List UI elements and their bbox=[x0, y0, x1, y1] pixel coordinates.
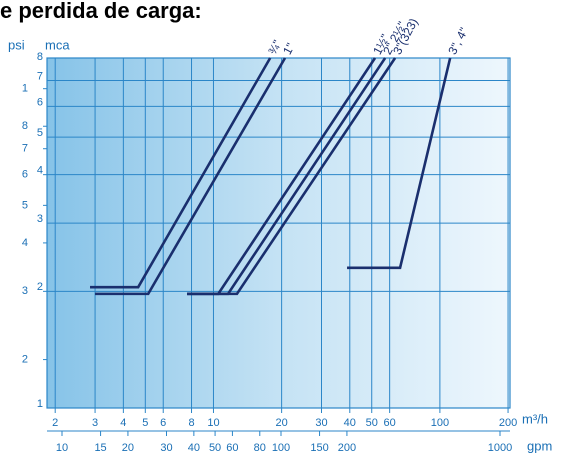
y-tick-label: 2 bbox=[37, 281, 43, 293]
x2-tick-label: 200 bbox=[338, 442, 356, 454]
curve bbox=[95, 57, 287, 296]
y-axis-title: mca bbox=[45, 37, 70, 52]
curve-label: 1" bbox=[280, 41, 297, 57]
x-tick-label: 3 bbox=[92, 417, 98, 429]
y2-tick-label: 4 bbox=[22, 237, 28, 249]
y2-tick-label: 5 bbox=[22, 199, 28, 211]
x2-tick-label: 1000 bbox=[488, 442, 512, 454]
x-axis-title: m³/h bbox=[522, 411, 548, 426]
x-tick-label: 30 bbox=[315, 417, 327, 429]
y-tick-label: 5 bbox=[37, 127, 43, 139]
x-tick-label: 50 bbox=[366, 417, 378, 429]
x2-tick-label: 100 bbox=[272, 442, 290, 454]
curve bbox=[187, 57, 397, 296]
chart-title: e perdida de carga: bbox=[0, 0, 202, 23]
x2-tick-label: 20 bbox=[122, 442, 134, 454]
y2-tick-label: 7 bbox=[22, 143, 28, 155]
x2-tick-label: 15 bbox=[94, 442, 106, 454]
curve-label: 3", 4" bbox=[445, 25, 471, 57]
x2-tick-label: 80 bbox=[254, 442, 266, 454]
x2-tick-label: 60 bbox=[226, 442, 238, 454]
y-tick-label: 1 bbox=[37, 398, 43, 410]
y-tick-label: 3 bbox=[37, 213, 43, 225]
y2-tick-label: 3 bbox=[22, 285, 28, 297]
x-tick-label: 60 bbox=[384, 417, 396, 429]
x-tick-label: 5 bbox=[142, 417, 148, 429]
x-tick-label: 2 bbox=[52, 417, 58, 429]
y2-tick-label: 2 bbox=[22, 353, 28, 365]
y2-tick-label: 6 bbox=[22, 169, 28, 181]
x-tick-label: 6 bbox=[160, 417, 166, 429]
x2-tick-label: 50 bbox=[209, 442, 221, 454]
y-tick-label: 6 bbox=[37, 96, 43, 108]
x-tick-label: 4 bbox=[120, 417, 126, 429]
curve bbox=[347, 57, 452, 270]
y-tick-label: 4 bbox=[37, 165, 43, 177]
x2-tick-label: 30 bbox=[160, 442, 172, 454]
x-tick-label: 40 bbox=[344, 417, 356, 429]
y2-tick-label: 1 bbox=[22, 83, 28, 95]
x-tick-label: 100 bbox=[431, 417, 449, 429]
curve bbox=[90, 57, 272, 289]
y-tick-label: 7 bbox=[37, 70, 43, 82]
x2-tick-label: 10 bbox=[56, 442, 68, 454]
plot-frame bbox=[46, 57, 511, 409]
x-tick-label: 8 bbox=[188, 417, 194, 429]
y2-tick-label: 8 bbox=[22, 120, 28, 132]
y-tick-label: 8 bbox=[37, 51, 43, 63]
y2-axis-title: psi bbox=[8, 37, 25, 52]
x-tick-label: 10 bbox=[207, 417, 219, 429]
curve-label: ¾" bbox=[265, 38, 284, 57]
x2-tick-label: 40 bbox=[188, 442, 200, 454]
x-tick-label: 200 bbox=[499, 417, 517, 429]
x2-tick-label: 150 bbox=[310, 442, 328, 454]
x-tick-label: 20 bbox=[276, 417, 288, 429]
x2-axis-title: gpm bbox=[527, 438, 552, 453]
